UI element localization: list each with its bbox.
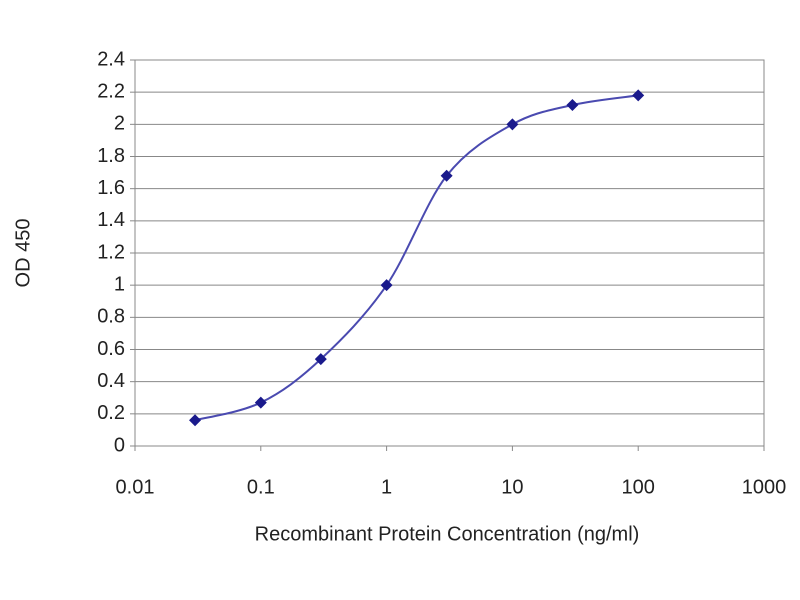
x-tick-label: 1000 xyxy=(742,476,787,498)
x-tick-label: 0.01 xyxy=(116,476,155,498)
y-tick-label: 1.2 xyxy=(97,241,125,263)
y-tick-label: 2.4 xyxy=(97,48,125,70)
marker xyxy=(506,118,519,131)
y-tick-label: 1 xyxy=(114,273,125,295)
marker xyxy=(566,99,579,112)
marker xyxy=(189,414,202,427)
y-tick-label: 0.6 xyxy=(97,338,125,360)
x-tick-label: 10 xyxy=(501,476,523,498)
y-tick-label: 0.4 xyxy=(97,370,125,392)
marker xyxy=(314,353,327,366)
x-axis-label: Recombinant Protein Concentration (ng/ml… xyxy=(255,523,640,545)
y-tick-label: 2 xyxy=(114,113,125,135)
y-tick-label: 1.8 xyxy=(97,145,125,167)
x-tick-label: 100 xyxy=(622,476,655,498)
y-tick-label: 2.2 xyxy=(97,80,125,102)
marker xyxy=(440,169,453,182)
line xyxy=(194,94,639,422)
y-axis-label: OD 450 xyxy=(12,219,34,288)
y-tick-label: 1.4 xyxy=(97,209,125,231)
x-tick-label: 1 xyxy=(381,476,392,498)
marker xyxy=(632,89,645,102)
y-tick-label: 0.2 xyxy=(97,402,125,424)
y-tick-label: 0 xyxy=(114,434,125,456)
y-tick-label: 0.8 xyxy=(97,306,125,328)
x-tick-label: 0.1 xyxy=(247,476,275,498)
y-tick-label: 1.6 xyxy=(97,177,125,199)
marker xyxy=(380,279,393,292)
marker xyxy=(254,396,267,409)
